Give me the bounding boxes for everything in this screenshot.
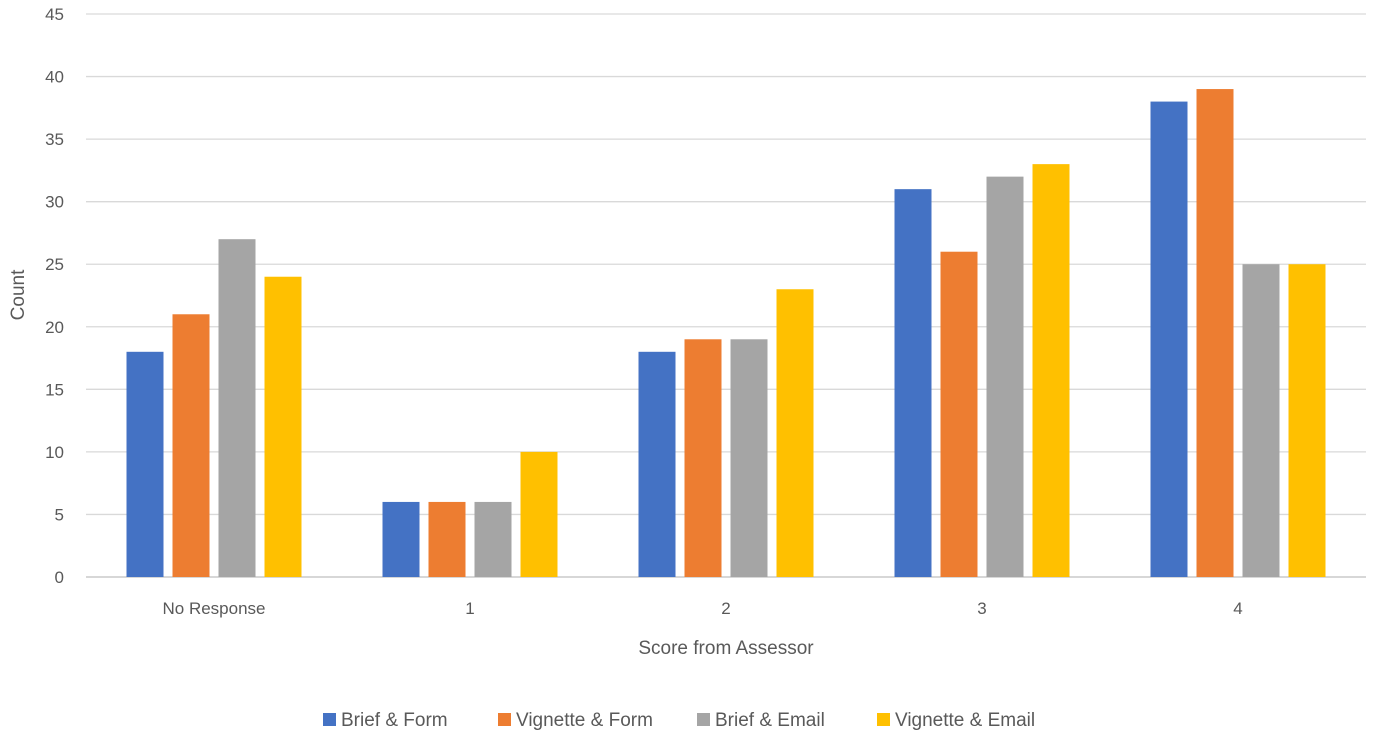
y-tick-label: 15	[45, 380, 64, 399]
y-tick-label: 25	[45, 255, 64, 274]
y-axis-title: Count	[8, 269, 29, 320]
legend-swatch	[697, 713, 710, 726]
bar	[730, 339, 768, 577]
y-tick-label: 35	[45, 130, 64, 149]
x-tick-label: No Response	[162, 599, 265, 618]
bar	[638, 351, 676, 577]
legend-label: Brief & Form	[341, 710, 448, 731]
bar	[894, 189, 932, 577]
bar	[684, 339, 722, 577]
bar	[218, 239, 256, 577]
x-tick-label: 2	[721, 599, 730, 618]
x-tick-label: 1	[465, 599, 474, 618]
legend-swatch	[877, 713, 890, 726]
y-tick-label: 45	[45, 5, 64, 24]
y-tick-label: 20	[45, 318, 64, 337]
legend-swatch	[498, 713, 511, 726]
bar	[1150, 101, 1188, 578]
bar	[1196, 89, 1234, 578]
x-tick-label: 4	[1233, 599, 1242, 618]
bar	[172, 314, 210, 577]
bars	[126, 89, 1326, 578]
legend-label: Vignette & Email	[895, 710, 1035, 731]
bar	[1288, 264, 1326, 577]
y-tick-label: 40	[45, 68, 64, 87]
bar	[126, 351, 164, 577]
x-axis-title: Score from Assessor	[638, 638, 814, 659]
bar	[474, 501, 512, 577]
bar	[1242, 264, 1280, 577]
bar	[940, 251, 978, 577]
y-tick-label: 10	[45, 443, 64, 462]
x-tick-label: 3	[977, 599, 986, 618]
y-axis-ticks: 0 5 10 15 20 25 30 35 40 45	[45, 5, 64, 587]
bar	[428, 501, 466, 577]
legend-swatch	[323, 713, 336, 726]
legend-label: Brief & Email	[715, 710, 825, 731]
y-tick-label: 0	[55, 568, 64, 587]
legend-label: Vignette & Form	[516, 710, 653, 731]
x-axis-ticks: No Response 1 2 3 4	[162, 599, 1242, 618]
bar	[1032, 164, 1070, 577]
bar	[776, 289, 814, 577]
legend: Brief & Form Vignette & Form Brief & Email…	[323, 710, 1035, 731]
bar	[986, 176, 1024, 577]
bar	[264, 276, 302, 577]
y-tick-label: 5	[55, 505, 64, 524]
y-tick-label: 30	[45, 193, 64, 212]
bar	[520, 451, 558, 577]
bar	[382, 501, 420, 577]
